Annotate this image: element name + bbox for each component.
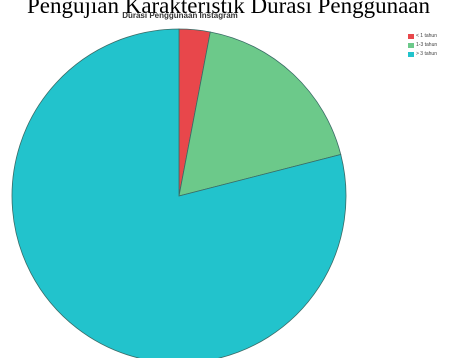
- pie-slices: [11, 28, 347, 358]
- legend-swatch-gt3: [408, 51, 414, 57]
- legend-label-1to3: 1-3 tahun: [416, 42, 438, 48]
- chart-legend: < 1 tahun 1-3 tahun > 3 tahun: [408, 32, 456, 59]
- pie-slice-gt3: [11, 28, 347, 358]
- legend-item-gt3: > 3 tahun: [408, 50, 456, 58]
- legend-item-1to3: 1-3 tahun: [408, 41, 456, 49]
- legend-item-lt1: < 1 tahun: [408, 32, 456, 40]
- legend-label-lt1: < 1 tahun: [416, 33, 437, 39]
- chart-title: Durasi Penggunaan Instagram: [122, 11, 238, 20]
- legend-swatch-lt1: [408, 33, 414, 39]
- legend-label-gt3: > 3 tahun: [416, 51, 437, 57]
- pie-slice-1to3: [178, 31, 342, 197]
- legend-swatch-1to3: [408, 42, 414, 48]
- document-heading: Pengujian Karakteristik Durasi Penggunaa…: [26, 0, 431, 18]
